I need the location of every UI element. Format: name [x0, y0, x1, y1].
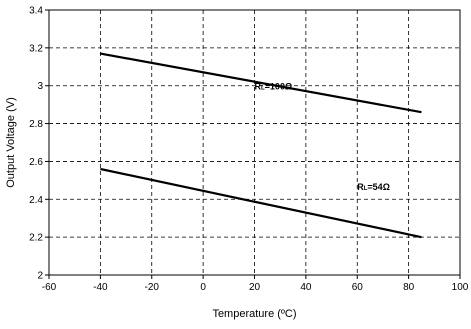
axis-ticks: -60 -40 -20 0 20 40 60 80 100 2 2.2 2.4 2.6 2.8 3 3.2 3.… — [29, 6, 469, 294]
series-label-subscript: L — [364, 186, 368, 192]
series-label-value: =54Ω — [367, 182, 389, 192]
x-axis-title: Temperature (ºC) — [212, 308, 296, 320]
x-tick-label: 20 — [249, 282, 261, 293]
y-tick-label: 2 — [37, 271, 43, 282]
x-tick-label: -60 — [42, 282, 57, 293]
series-line — [100, 167, 422, 239]
series-label-main: R — [357, 182, 364, 192]
x-tick-label: 60 — [352, 282, 364, 293]
series-label: RL=100Ω — [255, 82, 293, 92]
y-tick-label: 3.2 — [29, 43, 43, 54]
series-line — [100, 52, 422, 114]
y-tick-label: 2.6 — [29, 157, 43, 168]
x-tick-label: 40 — [300, 282, 312, 293]
series — [100, 52, 422, 239]
x-tick-label: 80 — [403, 282, 415, 293]
x-tick-label: 100 — [452, 282, 469, 293]
y-tick-label: 2.2 — [29, 233, 43, 244]
x-tick-label: -40 — [93, 282, 108, 293]
x-tick-label: 0 — [200, 282, 206, 293]
y-axis-title: Output Voltage (V) — [5, 97, 17, 188]
series-label-main: R — [255, 82, 262, 92]
y-tick-label: 3 — [37, 81, 43, 92]
grid — [49, 10, 460, 275]
y-tick-label: 2.4 — [29, 195, 43, 206]
series-label: RL=54Ω — [357, 182, 390, 192]
series-label-value: =100Ω — [265, 82, 293, 92]
y-tick-label: 3.4 — [29, 6, 43, 17]
x-tick-label: -20 — [145, 282, 160, 293]
y-tick-label: 2.8 — [29, 119, 43, 130]
series-label-subscript: L — [261, 86, 265, 92]
